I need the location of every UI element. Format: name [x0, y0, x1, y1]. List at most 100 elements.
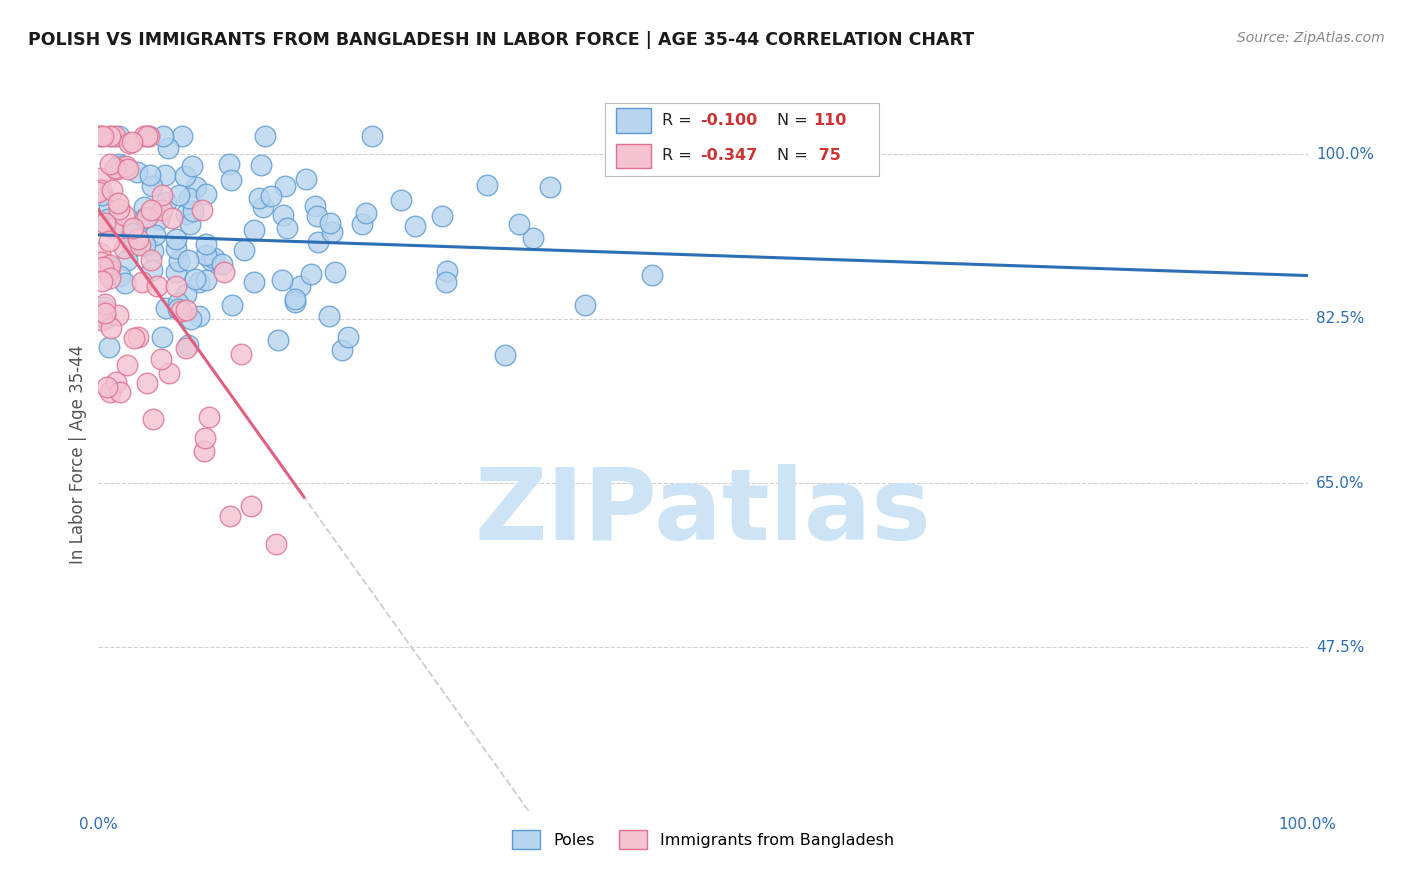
Text: -0.100: -0.100 — [700, 113, 758, 128]
Point — [176, 341, 198, 355]
Point — [219, 509, 242, 524]
Point — [288, 279, 311, 293]
Point — [494, 348, 516, 362]
Point — [260, 188, 283, 202]
Point — [97, 262, 120, 277]
Y-axis label: In Labor Force | Age 35-44: In Labor Force | Age 35-44 — [69, 345, 87, 565]
Point — [103, 221, 125, 235]
Point — [98, 270, 121, 285]
Point — [337, 330, 360, 344]
Point — [138, 128, 160, 143]
Point — [98, 384, 121, 399]
Point — [98, 258, 121, 272]
Point — [155, 301, 177, 315]
Point — [165, 279, 187, 293]
Point — [271, 208, 294, 222]
Point — [214, 265, 236, 279]
Point — [167, 254, 190, 268]
Point — [94, 297, 117, 311]
Point — [110, 384, 132, 399]
Point — [330, 343, 353, 358]
Point — [284, 292, 307, 306]
Point — [93, 300, 115, 314]
Point — [90, 274, 112, 288]
Point — [538, 179, 561, 194]
Point — [93, 216, 115, 230]
Point — [165, 265, 187, 279]
Point — [193, 431, 215, 445]
Point — [104, 128, 127, 143]
Point — [135, 376, 157, 391]
Text: 65.0%: 65.0% — [1316, 475, 1364, 491]
Point — [94, 306, 117, 320]
Point — [136, 128, 159, 143]
Point — [87, 310, 110, 324]
Legend: Poles, Immigrants from Bangladesh: Poles, Immigrants from Bangladesh — [503, 822, 903, 857]
Point — [134, 211, 156, 225]
Point — [108, 268, 131, 283]
Point — [139, 203, 162, 218]
Point — [180, 311, 202, 326]
Point — [188, 276, 211, 290]
Point — [318, 309, 340, 323]
Point — [295, 172, 318, 186]
Point — [117, 252, 139, 267]
Point — [121, 135, 143, 149]
Point — [184, 272, 207, 286]
Point — [436, 264, 458, 278]
Point — [174, 287, 197, 301]
Point — [233, 244, 256, 258]
Point — [239, 499, 262, 513]
Point — [87, 128, 110, 143]
Point — [101, 183, 124, 197]
Point — [173, 169, 195, 183]
Point — [112, 241, 135, 255]
Point — [299, 267, 322, 281]
Point — [142, 244, 165, 258]
Point — [243, 275, 266, 289]
Point — [170, 303, 193, 318]
Point — [89, 171, 111, 186]
Point — [91, 260, 114, 274]
Point — [110, 159, 132, 173]
Point — [181, 204, 204, 219]
Point — [121, 227, 143, 241]
Point — [194, 248, 217, 262]
Point — [100, 320, 122, 334]
Point — [98, 234, 121, 248]
Point — [188, 309, 211, 323]
Point — [193, 443, 215, 458]
Point — [150, 329, 173, 343]
Point — [321, 225, 343, 239]
Point — [139, 168, 162, 182]
Point — [132, 128, 155, 143]
Point — [307, 235, 329, 249]
Point — [105, 376, 128, 390]
Point — [276, 221, 298, 235]
Text: 100.0%: 100.0% — [1316, 147, 1374, 162]
Point — [91, 187, 114, 202]
Point — [98, 260, 121, 274]
Point — [150, 188, 173, 202]
Point — [132, 200, 155, 214]
Point — [96, 310, 118, 325]
Point — [231, 347, 253, 361]
Point — [107, 308, 129, 322]
Point — [177, 191, 200, 205]
Text: ZIPatlas: ZIPatlas — [475, 464, 931, 560]
Point — [87, 217, 110, 231]
Point — [243, 223, 266, 237]
Point — [90, 312, 112, 326]
Point — [122, 331, 145, 345]
Point — [404, 219, 426, 233]
Point — [166, 302, 188, 317]
Point — [100, 128, 122, 143]
Point — [202, 251, 225, 265]
Point — [143, 228, 166, 243]
Point — [267, 333, 290, 347]
Point — [152, 128, 174, 143]
Point — [134, 237, 156, 252]
Text: 110: 110 — [813, 113, 846, 128]
Point — [323, 265, 346, 279]
Text: R =: R = — [662, 148, 697, 163]
